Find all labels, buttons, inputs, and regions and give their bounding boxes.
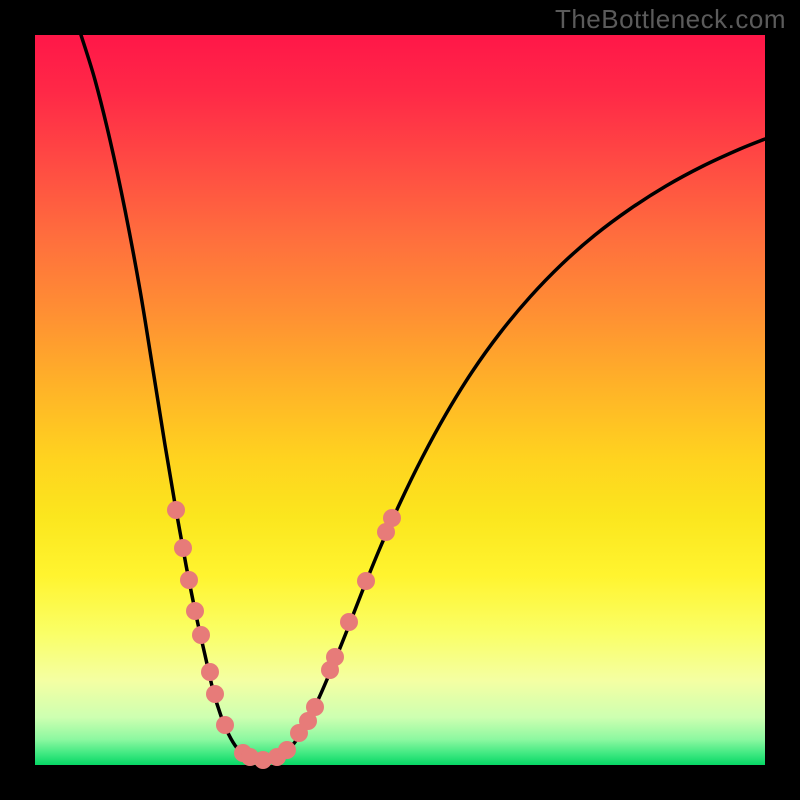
plot-background [35, 35, 765, 765]
watermark-text: TheBottleneck.com [555, 4, 786, 35]
chart-stage: TheBottleneck.com [0, 0, 800, 800]
